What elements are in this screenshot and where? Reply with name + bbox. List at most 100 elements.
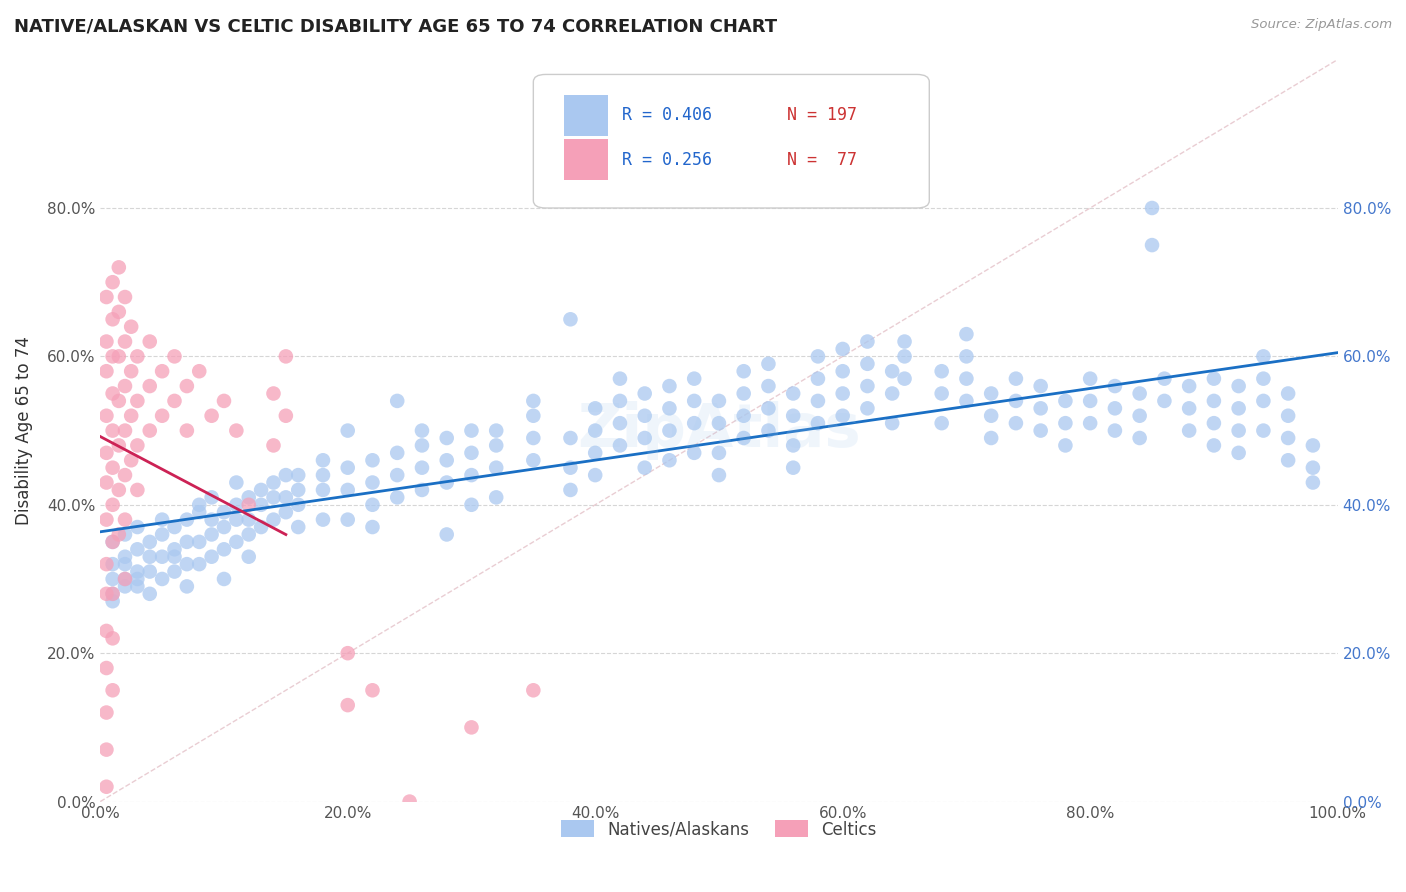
Point (127, 350, 149, 364)
Point (212, 520, 235, 534)
Text: R = 0.406: R = 0.406 (623, 106, 713, 124)
Point (758, 424, 780, 438)
Point (114, 549, 136, 564)
Point (856, 357, 879, 371)
Point (560, 312, 582, 326)
Point (176, 534, 198, 549)
Point (225, 475, 247, 490)
Point (387, 468, 409, 483)
Point (287, 468, 309, 483)
Point (238, 549, 260, 564)
Point (96, 742, 118, 756)
Point (1178, 379, 1201, 393)
Text: ZipAtlas: ZipAtlas (576, 401, 860, 460)
Point (683, 446, 706, 460)
Point (807, 350, 830, 364)
Point (238, 498, 260, 512)
Point (96, 364, 118, 378)
Point (1140, 201, 1163, 215)
Point (274, 491, 297, 505)
Point (980, 431, 1002, 445)
Point (1302, 438, 1324, 452)
Point (436, 453, 458, 467)
Point (96, 409, 118, 423)
Point (108, 438, 131, 452)
Point (460, 424, 482, 438)
Point (1029, 424, 1052, 438)
Point (238, 513, 260, 527)
Text: Source: ZipAtlas.com: Source: ZipAtlas.com (1251, 18, 1392, 31)
Point (411, 424, 433, 438)
Point (609, 393, 631, 408)
Point (609, 438, 631, 452)
Point (707, 468, 730, 483)
Point (101, 386, 124, 401)
Point (120, 364, 142, 378)
FancyBboxPatch shape (533, 74, 929, 208)
Point (1227, 401, 1250, 416)
Point (955, 327, 977, 342)
Point (201, 513, 224, 527)
Point (707, 416, 730, 430)
Point (150, 549, 173, 564)
Point (1227, 424, 1250, 438)
Point (831, 342, 853, 356)
Point (96, 587, 118, 601)
Point (1140, 238, 1163, 252)
Point (163, 350, 186, 364)
Point (101, 587, 124, 601)
Point (893, 334, 915, 349)
Point (560, 460, 582, 475)
Point (127, 565, 149, 579)
Point (287, 520, 309, 534)
Point (96, 513, 118, 527)
Point (188, 505, 211, 519)
Point (893, 371, 915, 385)
Point (101, 534, 124, 549)
Point (336, 424, 359, 438)
Point (522, 431, 544, 445)
Point (1054, 416, 1077, 430)
Point (263, 513, 285, 527)
Point (114, 572, 136, 586)
Point (1253, 371, 1275, 385)
Point (336, 646, 359, 660)
Point (522, 683, 544, 698)
Point (274, 468, 297, 483)
Point (1129, 386, 1152, 401)
Point (634, 460, 657, 475)
Point (980, 386, 1002, 401)
Point (96, 446, 118, 460)
Point (931, 416, 953, 430)
Point (96, 706, 118, 720)
Point (361, 498, 384, 512)
Point (336, 513, 359, 527)
Point (1277, 431, 1299, 445)
Point (108, 260, 131, 275)
Point (114, 468, 136, 483)
Point (212, 505, 235, 519)
Point (238, 527, 260, 541)
Point (583, 468, 606, 483)
Point (1029, 401, 1052, 416)
Point (560, 431, 582, 445)
Point (1302, 460, 1324, 475)
Point (931, 386, 953, 401)
Point (1202, 438, 1225, 452)
Point (1005, 393, 1028, 408)
Point (583, 401, 606, 416)
Legend: Natives/Alaskans, Celtics: Natives/Alaskans, Celtics (554, 814, 883, 846)
Point (176, 557, 198, 571)
Point (831, 386, 853, 401)
Point (436, 431, 458, 445)
Point (807, 393, 830, 408)
Point (411, 438, 433, 452)
Point (807, 371, 830, 385)
Point (127, 520, 149, 534)
Point (101, 534, 124, 549)
Point (1202, 416, 1225, 430)
Point (101, 424, 124, 438)
Text: R = 0.256: R = 0.256 (623, 151, 713, 169)
Point (1078, 416, 1101, 430)
Point (108, 527, 131, 541)
